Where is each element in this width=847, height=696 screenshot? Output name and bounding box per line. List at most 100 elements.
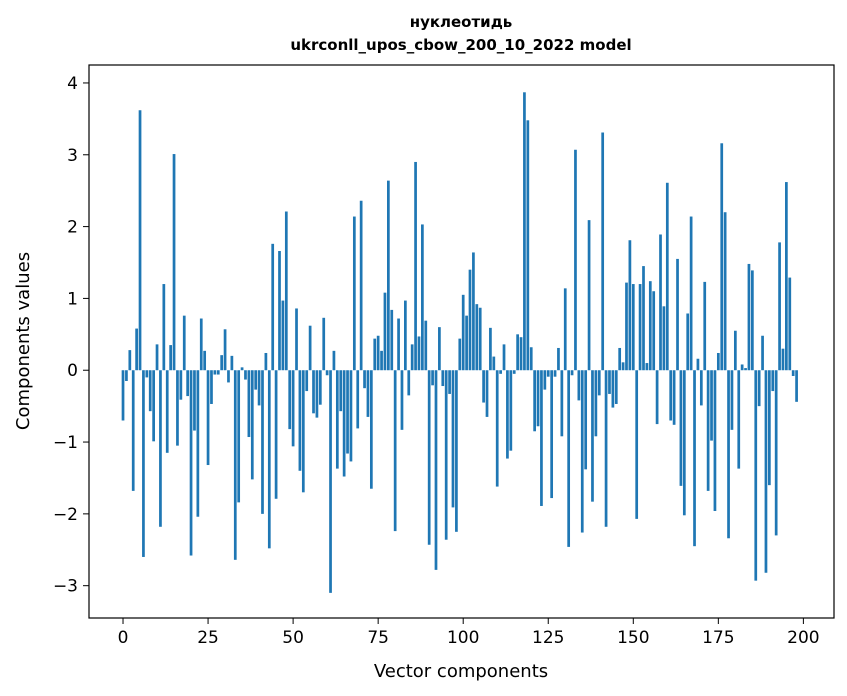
bar xyxy=(761,335,764,371)
bar xyxy=(233,370,237,560)
bar xyxy=(363,370,366,389)
bar xyxy=(298,370,302,471)
bar xyxy=(271,243,275,371)
bar xyxy=(346,370,349,454)
bar xyxy=(672,370,676,425)
bar xyxy=(519,337,523,371)
bar xyxy=(499,370,502,374)
bar xyxy=(591,370,594,502)
x-axis-label: Vector components xyxy=(374,661,548,682)
x-tick-label: 200 xyxy=(787,628,819,648)
bar xyxy=(342,370,346,477)
bar xyxy=(659,234,662,371)
bar xyxy=(284,211,288,371)
bar xyxy=(621,362,625,371)
bar xyxy=(791,370,795,376)
bar xyxy=(723,212,727,371)
bar xyxy=(210,370,213,404)
bar xyxy=(329,370,332,593)
bar xyxy=(713,370,717,511)
bar xyxy=(247,370,251,438)
bar xyxy=(526,120,530,371)
bar xyxy=(203,350,207,371)
bar xyxy=(611,370,615,408)
chart-subtitle: ukrconll_upos_cbow_200_10_2022 model xyxy=(290,36,631,54)
bar xyxy=(451,370,455,508)
bar xyxy=(567,370,571,547)
y-axis-label: Components values xyxy=(13,252,34,430)
bar xyxy=(356,370,360,429)
bar xyxy=(352,216,356,371)
bar xyxy=(369,370,373,489)
bar xyxy=(274,370,278,499)
bar xyxy=(642,266,645,371)
bar xyxy=(261,370,264,514)
bar xyxy=(781,348,785,371)
bar xyxy=(438,327,441,371)
bar xyxy=(318,370,322,405)
bar xyxy=(645,363,649,371)
bar xyxy=(199,318,203,371)
bar xyxy=(424,320,428,371)
bar xyxy=(227,370,230,383)
bar xyxy=(730,370,734,430)
x-tick-label: 25 xyxy=(197,628,219,648)
bar xyxy=(373,338,377,371)
bar xyxy=(390,309,394,371)
bar xyxy=(308,325,312,371)
bar xyxy=(570,370,574,376)
bar xyxy=(536,370,540,427)
chart-title: нуклеотидь xyxy=(410,13,513,31)
bar xyxy=(587,220,591,371)
bar xyxy=(747,263,751,371)
bar xyxy=(335,370,339,469)
bar xyxy=(628,240,632,371)
bar xyxy=(509,370,513,451)
bar xyxy=(754,370,758,581)
bar xyxy=(410,344,414,371)
bar xyxy=(312,370,315,414)
y-tick-label: −1 xyxy=(53,433,78,453)
bar xyxy=(550,370,554,499)
bar xyxy=(512,370,516,374)
bar xyxy=(441,370,445,387)
bar xyxy=(291,370,295,447)
bar xyxy=(733,330,737,371)
bar xyxy=(155,344,159,371)
bar xyxy=(169,345,172,371)
bar xyxy=(162,284,166,371)
bar xyxy=(176,370,179,446)
bar xyxy=(543,370,547,390)
bar xyxy=(560,370,564,437)
bar xyxy=(686,313,690,371)
y-tick-label: −2 xyxy=(53,505,78,525)
x-tick-label: 0 xyxy=(118,628,129,648)
bar xyxy=(635,370,639,519)
bar xyxy=(427,370,431,545)
bar xyxy=(301,370,305,493)
bar xyxy=(472,252,475,371)
x-tick-label: 50 xyxy=(282,628,304,648)
bar xyxy=(458,338,462,371)
bar xyxy=(533,370,536,432)
bar xyxy=(152,370,155,442)
bar xyxy=(563,288,567,371)
bar xyxy=(376,335,380,371)
bar xyxy=(278,251,281,371)
bar xyxy=(597,370,601,396)
bar xyxy=(315,370,319,418)
bar xyxy=(397,318,400,371)
x-tick-label: 75 xyxy=(367,628,389,648)
bar xyxy=(492,356,496,371)
bar xyxy=(193,370,196,431)
bar xyxy=(584,370,588,470)
bar xyxy=(693,370,696,547)
bar xyxy=(788,277,792,371)
bar xyxy=(444,370,448,540)
bar xyxy=(768,370,771,486)
bar xyxy=(148,370,152,412)
y-tick-label: 1 xyxy=(67,289,78,309)
bar xyxy=(145,370,149,378)
bar xyxy=(393,370,397,532)
bar xyxy=(434,370,438,570)
